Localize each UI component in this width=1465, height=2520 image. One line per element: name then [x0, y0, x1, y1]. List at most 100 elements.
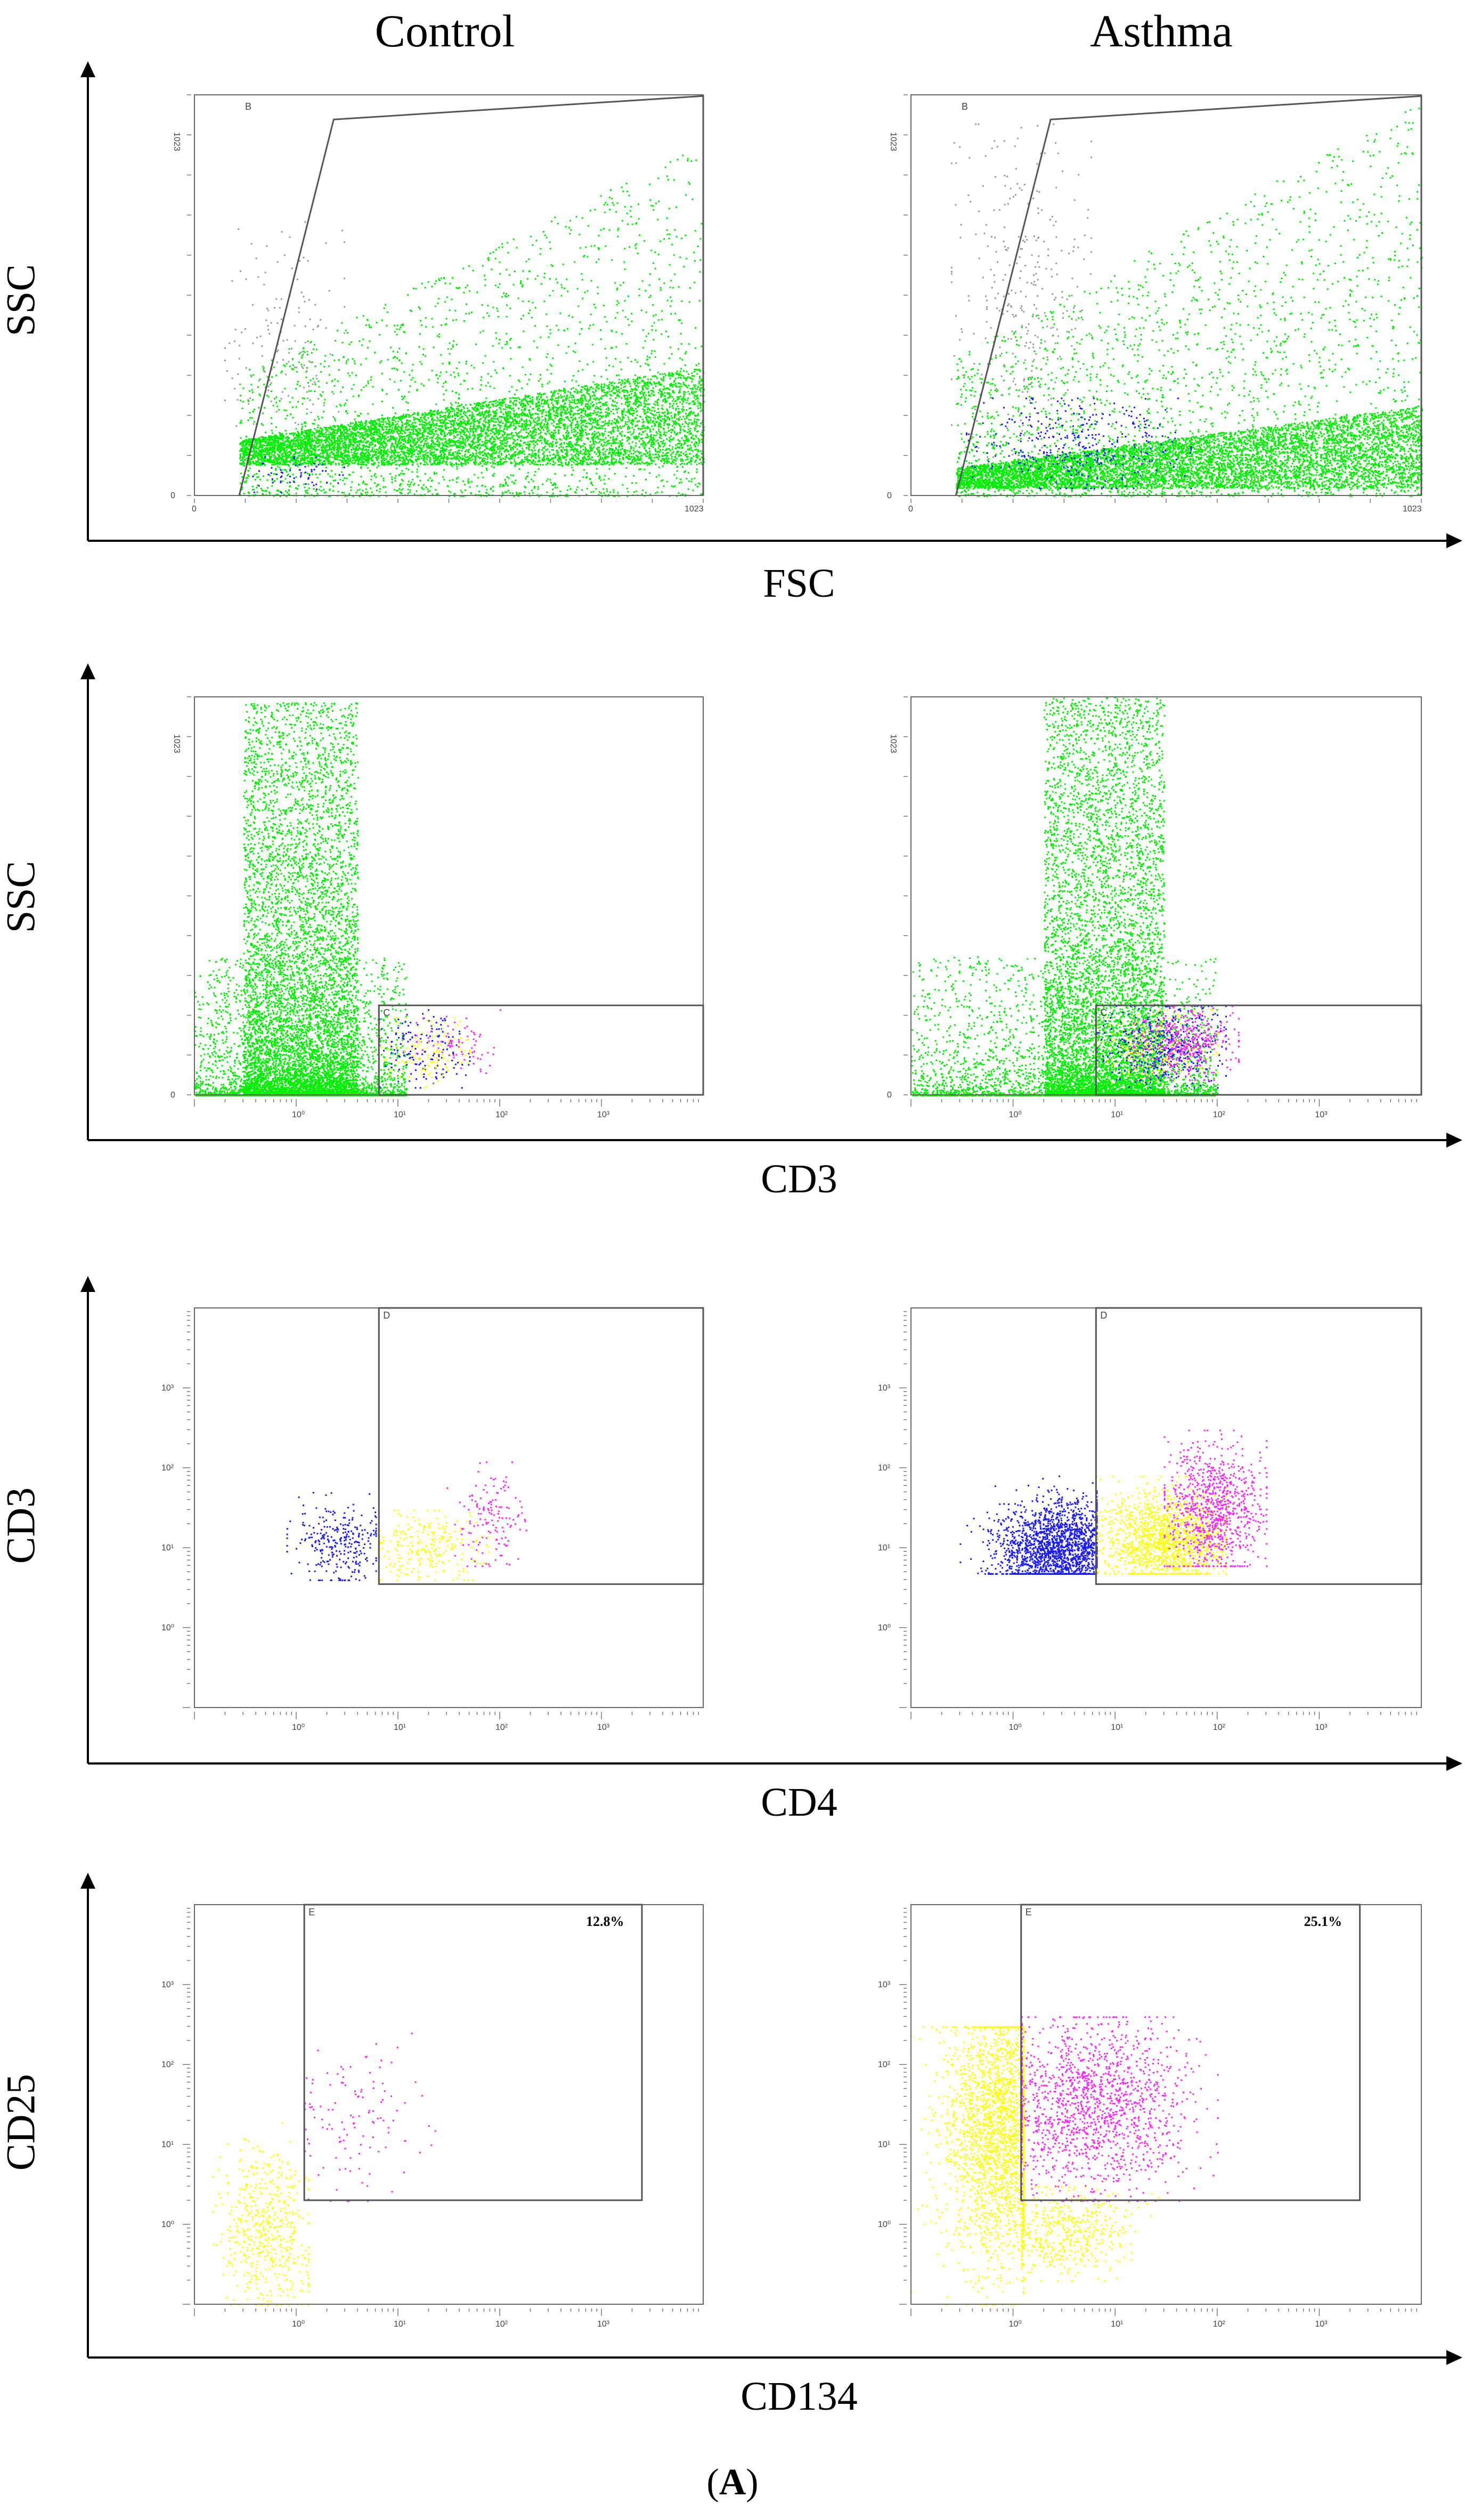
x-tick-label: 10¹	[1111, 1110, 1123, 1119]
y-tick-label: 10¹	[878, 1543, 890, 1552]
population-green	[956, 108, 1423, 497]
x-tick-label: 10³	[1315, 1723, 1328, 1732]
y-tick-label: 10¹	[161, 2140, 174, 2149]
y-tick-label: 10³	[161, 1980, 174, 1989]
ticks	[904, 95, 1421, 503]
row1-x-label: FSC	[666, 560, 932, 607]
y-axis-arrow	[80, 1276, 95, 1292]
row-4-axes	[80, 1873, 1462, 2365]
gate-label: C	[1100, 1007, 1107, 1018]
gate-label: B	[962, 101, 968, 112]
gate-D	[1096, 1308, 1421, 1584]
row2-x-label: CD3	[666, 1156, 932, 1202]
gate-C	[379, 1005, 703, 1095]
flow-cytometry-plots: B0 102301023B0 102301023C10⁰ 10¹ 10² 10³01023…	[0, 0, 1465, 2520]
y-axis-arrow	[80, 1873, 95, 1889]
plot-2-control: C 10⁰ 10¹ 10² 10³ 0 1023	[170, 697, 703, 1119]
population-magenta	[446, 1461, 527, 1567]
x-axis-arrow	[1446, 1133, 1462, 1148]
population-green	[239, 155, 705, 497]
gate-E	[304, 1905, 642, 2200]
x-axis-arrow	[1446, 2350, 1462, 2365]
y-axis-arrow	[80, 61, 95, 77]
y-tick-label: 0	[887, 491, 892, 500]
plot-frame	[911, 697, 1421, 1095]
population-yellow	[379, 1509, 490, 1581]
gate-label: B	[245, 101, 251, 112]
x-tick-label: 10¹	[394, 2320, 406, 2329]
y-tick-label: 10²	[878, 1464, 891, 1473]
y-tick-label: 0	[170, 1091, 175, 1100]
y-tick-label: 1023	[889, 734, 898, 753]
gate-percentage: 25.1%	[1304, 1914, 1342, 1929]
y-tick-label: 10⁰	[878, 1623, 891, 1632]
x-tick-label: 10⁰	[292, 1723, 305, 1732]
plot-frame	[911, 1308, 1421, 1708]
y-tick-label: 10⁰	[878, 2220, 891, 2229]
row-3-axes	[80, 1276, 1462, 1771]
row3-x-label: CD4	[666, 1779, 932, 1826]
x-tick-label: 10³	[1315, 2320, 1328, 2329]
y-axis-arrow	[80, 663, 95, 679]
row1-y-label: SSC	[0, 221, 45, 380]
x-tick-label: 10³	[597, 1110, 610, 1119]
x-tick-label: 10⁰	[292, 2320, 305, 2329]
population-magenta	[1021, 2017, 1219, 2202]
x-tick-label: 10³	[597, 2320, 610, 2329]
x-tick-label: 10¹	[1111, 1723, 1123, 1732]
y-tick-label: 10²	[161, 1464, 174, 1473]
gate-D	[379, 1308, 703, 1584]
x-tick-label: 10⁰	[292, 1110, 305, 1119]
x-tick-label: 10⁰	[1009, 1723, 1022, 1732]
population-blue	[959, 1476, 1097, 1575]
x-tick-label: 10²	[1213, 1723, 1226, 1732]
gate-percentage: 12.8%	[586, 1914, 624, 1929]
row4-y-label: CD25	[0, 2043, 45, 2202]
ticks	[183, 1312, 698, 1719]
plot-frame	[194, 697, 703, 1095]
population-magenta	[416, 1009, 501, 1074]
gate-label: C	[383, 1007, 390, 1018]
x-axis-arrow	[1446, 1756, 1462, 1771]
y-tick-label: 10²	[161, 2060, 174, 2069]
x-tick-label: 10¹	[1111, 2320, 1123, 2329]
x-tick-label: 10³	[1315, 1110, 1328, 1119]
x-tick-label: 1023	[1403, 505, 1422, 514]
gate-label: D	[1100, 1310, 1107, 1321]
y-tick-label: 10³	[878, 1980, 891, 1989]
x-tick-label: 10¹	[394, 1723, 406, 1732]
gate-label: D	[383, 1310, 390, 1321]
population-gray	[224, 221, 345, 458]
y-tick-label: 10³	[161, 1384, 174, 1393]
x-tick-label: 0	[192, 505, 197, 514]
plot-frame	[911, 95, 1421, 495]
row3-y-label: CD3	[0, 1446, 45, 1606]
ticks	[183, 1908, 698, 2316]
y-tick-label: 10⁰	[161, 2220, 174, 2229]
population-blue	[287, 1492, 377, 1581]
x-axis-arrow	[1446, 533, 1462, 548]
y-tick-label: 10²	[878, 2060, 891, 2069]
plot-frame	[194, 1308, 703, 1708]
y-tick-label: 1023	[172, 734, 181, 753]
plot-frame	[911, 1905, 1421, 2304]
panel-letter-text: A	[719, 2462, 746, 2503]
y-tick-label: 1023	[172, 132, 181, 151]
x-tick-label: 0	[908, 505, 913, 514]
population-yellow	[911, 2026, 1024, 2306]
x-tick-label: 10²	[495, 1110, 508, 1119]
x-tick-label: 10⁰	[1009, 1110, 1022, 1119]
x-tick-label: 10¹	[394, 1110, 406, 1119]
y-tick-label: 10¹	[878, 2140, 890, 2149]
x-tick-label: 10²	[1213, 2320, 1226, 2329]
